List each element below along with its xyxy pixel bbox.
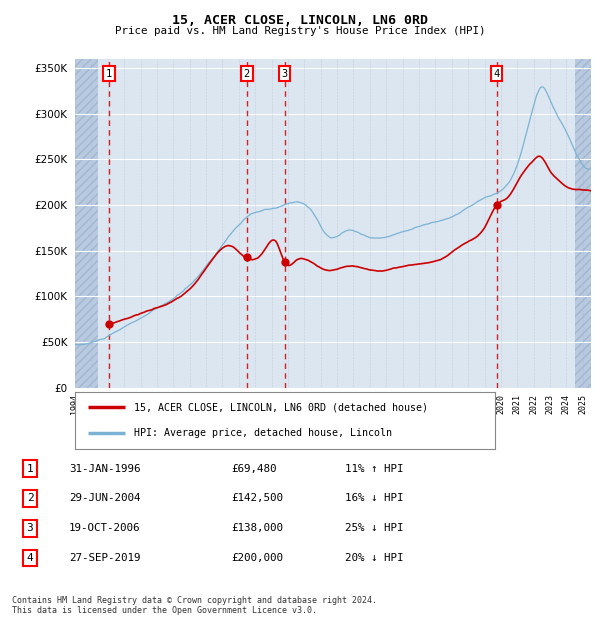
Text: 3: 3	[26, 523, 34, 533]
Bar	[575, 59, 591, 388]
Text: Price paid vs. HM Land Registry's House Price Index (HPI): Price paid vs. HM Land Registry's House …	[115, 26, 485, 36]
Text: 25% ↓ HPI: 25% ↓ HPI	[345, 523, 404, 533]
Text: 15, ACER CLOSE, LINCOLN, LN6 0RD (detached house): 15, ACER CLOSE, LINCOLN, LN6 0RD (detach…	[134, 402, 428, 412]
Text: 2: 2	[244, 69, 250, 79]
Text: 4: 4	[26, 553, 34, 563]
Text: 4: 4	[494, 69, 500, 79]
Text: 15, ACER CLOSE, LINCOLN, LN6 0RD: 15, ACER CLOSE, LINCOLN, LN6 0RD	[172, 14, 428, 27]
Text: £200,000: £200,000	[231, 553, 283, 563]
Text: 11% ↑ HPI: 11% ↑ HPI	[345, 464, 404, 474]
Text: £138,000: £138,000	[231, 523, 283, 533]
Text: £142,500: £142,500	[231, 494, 283, 503]
Text: 16% ↓ HPI: 16% ↓ HPI	[345, 494, 404, 503]
Text: 29-JUN-2004: 29-JUN-2004	[69, 494, 140, 503]
Text: £69,480: £69,480	[231, 464, 277, 474]
Text: 31-JAN-1996: 31-JAN-1996	[69, 464, 140, 474]
Text: 3: 3	[281, 69, 288, 79]
Text: 19-OCT-2006: 19-OCT-2006	[69, 523, 140, 533]
Text: 1: 1	[26, 464, 34, 474]
Text: Contains HM Land Registry data © Crown copyright and database right 2024.
This d: Contains HM Land Registry data © Crown c…	[12, 596, 377, 615]
Bar	[75, 59, 98, 388]
Text: HPI: Average price, detached house, Lincoln: HPI: Average price, detached house, Linc…	[134, 428, 392, 438]
Text: 2: 2	[26, 494, 34, 503]
Text: 1: 1	[106, 69, 112, 79]
Text: 20% ↓ HPI: 20% ↓ HPI	[345, 553, 404, 563]
Text: 27-SEP-2019: 27-SEP-2019	[69, 553, 140, 563]
